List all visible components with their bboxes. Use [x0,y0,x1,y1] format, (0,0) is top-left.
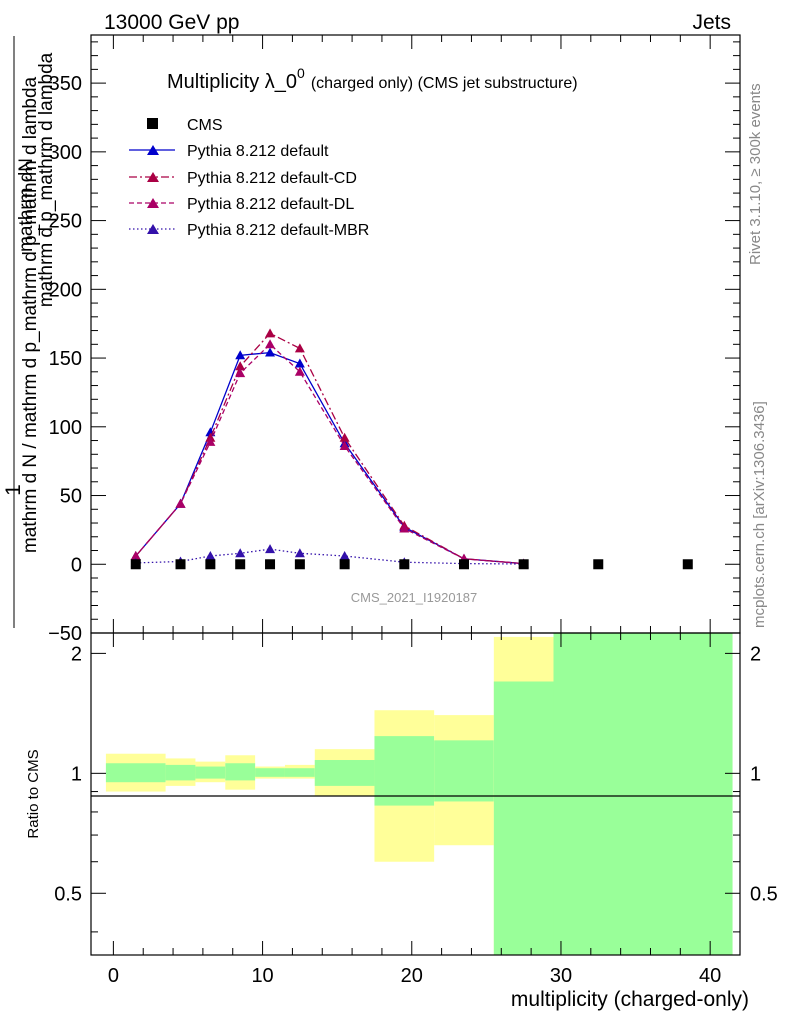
ratio-frame [90,632,741,956]
series-marker-2-6 [339,441,350,451]
y-tick-label-200: 200 [49,279,82,301]
data-point-8 [458,559,469,570]
ratio-band-green-9 [493,681,554,955]
series-marker-1-6 [339,432,350,442]
y-tick-label--50: −50 [48,623,82,645]
y-tick-label-150: 150 [49,348,82,370]
data-point-1 [175,559,186,570]
x-tick-label-0: 0 [108,965,119,987]
chart-title: Multiplicity λ_00 (charged only) (CMS jet… [167,65,578,93]
x-tick-label-30: 30 [550,965,572,987]
process-label: Jets [692,11,731,34]
y-tick-label-300: 300 [49,142,82,164]
x-tick-label-10: 10 [251,965,273,987]
data-point-4 [265,559,276,570]
series-marker-3-3 [235,548,246,558]
series-line-1 [135,332,524,565]
legend-label-dl: Pythia 8.212 default-DL [187,196,354,213]
chart-title-main: Multiplicity λ_0 [167,71,297,93]
series-marker-3-5 [294,548,305,558]
series-line-2 [135,343,524,565]
main-series [130,328,693,570]
analysis-id: CMS_2021_I1920187 [351,590,478,605]
y-label-numerator: mathrm dN [16,158,37,252]
series-marker-2-0 [130,551,141,561]
y-label-inner: mathrm d N / mathrm d p_mathrm d p_mathr… [20,76,41,553]
ratio-band-green-0 [105,763,166,783]
ratio-tick-label-right-0.5: 0.5 [750,883,778,905]
ratio-tick-label-left-0.5: 0.5 [54,883,82,905]
ratio-tick-label-left-1: 1 [71,763,82,785]
ratio-band-green-2 [195,766,226,779]
series-marker-3-6 [339,551,350,561]
rivet-version-label: Rivet 3.1.10, ≥ 300k events [747,83,764,265]
energy-label: 13000 GeV pp [104,11,239,34]
data-point-10 [593,559,604,570]
y-tick-label-350: 350 [49,73,82,95]
series-marker-2-3 [235,368,246,378]
series-marker-0-2 [205,427,216,437]
series-marker-1-3 [235,361,246,371]
data-point-5 [294,559,305,570]
chart-title-superscript: 0 [297,65,305,81]
series-marker-0-3 [235,350,246,360]
data-point-9 [518,559,529,570]
ratio-band-green-8 [434,740,494,802]
series-marker-0-5 [294,358,305,368]
ratio-bands [105,633,733,955]
legend: CMS Pythia 8.212 default Pythia 8.212 de… [129,117,369,239]
ratio-tick-label-left-2: 2 [71,643,82,665]
y-tick-label-50: 50 [60,486,82,508]
series-marker-2-7 [399,523,410,533]
y-tick-label-0: 0 [71,554,82,576]
legend-label-cms: CMS [187,117,223,134]
ratio-band-green-4 [255,768,285,777]
ratio-band-green-7 [374,736,435,806]
data-point-7 [399,559,410,570]
ratio-tick-label-right-1: 1 [750,763,761,785]
legend-label-mbr: Pythia 8.212 default-MBR [187,222,369,239]
ratio-band-green-3 [225,763,256,781]
ratio-band-green-10 [553,633,733,955]
x-axis-label: multiplicity (charged-only) [511,988,749,1011]
x-tick-label-40: 40 [699,965,721,987]
y-label-denominator: mathrm d p_mathrm d lambda [36,52,57,307]
y-tick-label-100: 100 [49,417,82,439]
legend-marker-cd [147,172,159,182]
x-tick-label-20: 20 [401,965,423,987]
y-tick-label-250: 250 [49,211,82,233]
ratio-band-green-6 [314,760,375,786]
ratio-band-green-5 [284,768,315,777]
y-axis-label: 1 mathrm d N / mathrm d p_mathrm d p_mat… [2,36,57,628]
ratio-tick-label-right-2: 2 [750,643,761,665]
series-marker-2-1 [175,498,186,508]
series-marker-2-2 [205,436,216,446]
data-point-0 [130,559,141,570]
legend-marker-dl [147,198,159,208]
ratio-y-label: Ratio to CMS [25,749,42,838]
data-point-2 [205,559,216,570]
series-marker-2-5 [294,366,305,376]
series-marker-1-5 [294,343,305,353]
legend-marker-default [147,145,159,155]
data-point-3 [235,559,246,570]
series-marker-3-2 [205,551,216,561]
chart-title-suffix: (charged only) (CMS jet substructure) [311,75,578,92]
ratio-band-green-1 [165,764,196,781]
legend-label-cd: Pythia 8.212 default-CD [187,170,357,187]
legend-label-default: Pythia 8.212 default [187,143,329,160]
series-line-0 [135,351,524,565]
legend-marker-cms [147,118,158,129]
data-point-6 [339,559,350,570]
series-marker-2-4 [265,339,276,349]
legend-marker-mbr [147,224,159,234]
data-point-11 [682,559,693,570]
series-marker-1-4 [265,328,276,338]
mcplots-label: mcplots.cern.ch [arXiv:1306.3436] [751,401,768,628]
series-marker-3-4 [265,544,276,554]
series-marker-0-4 [265,347,276,357]
